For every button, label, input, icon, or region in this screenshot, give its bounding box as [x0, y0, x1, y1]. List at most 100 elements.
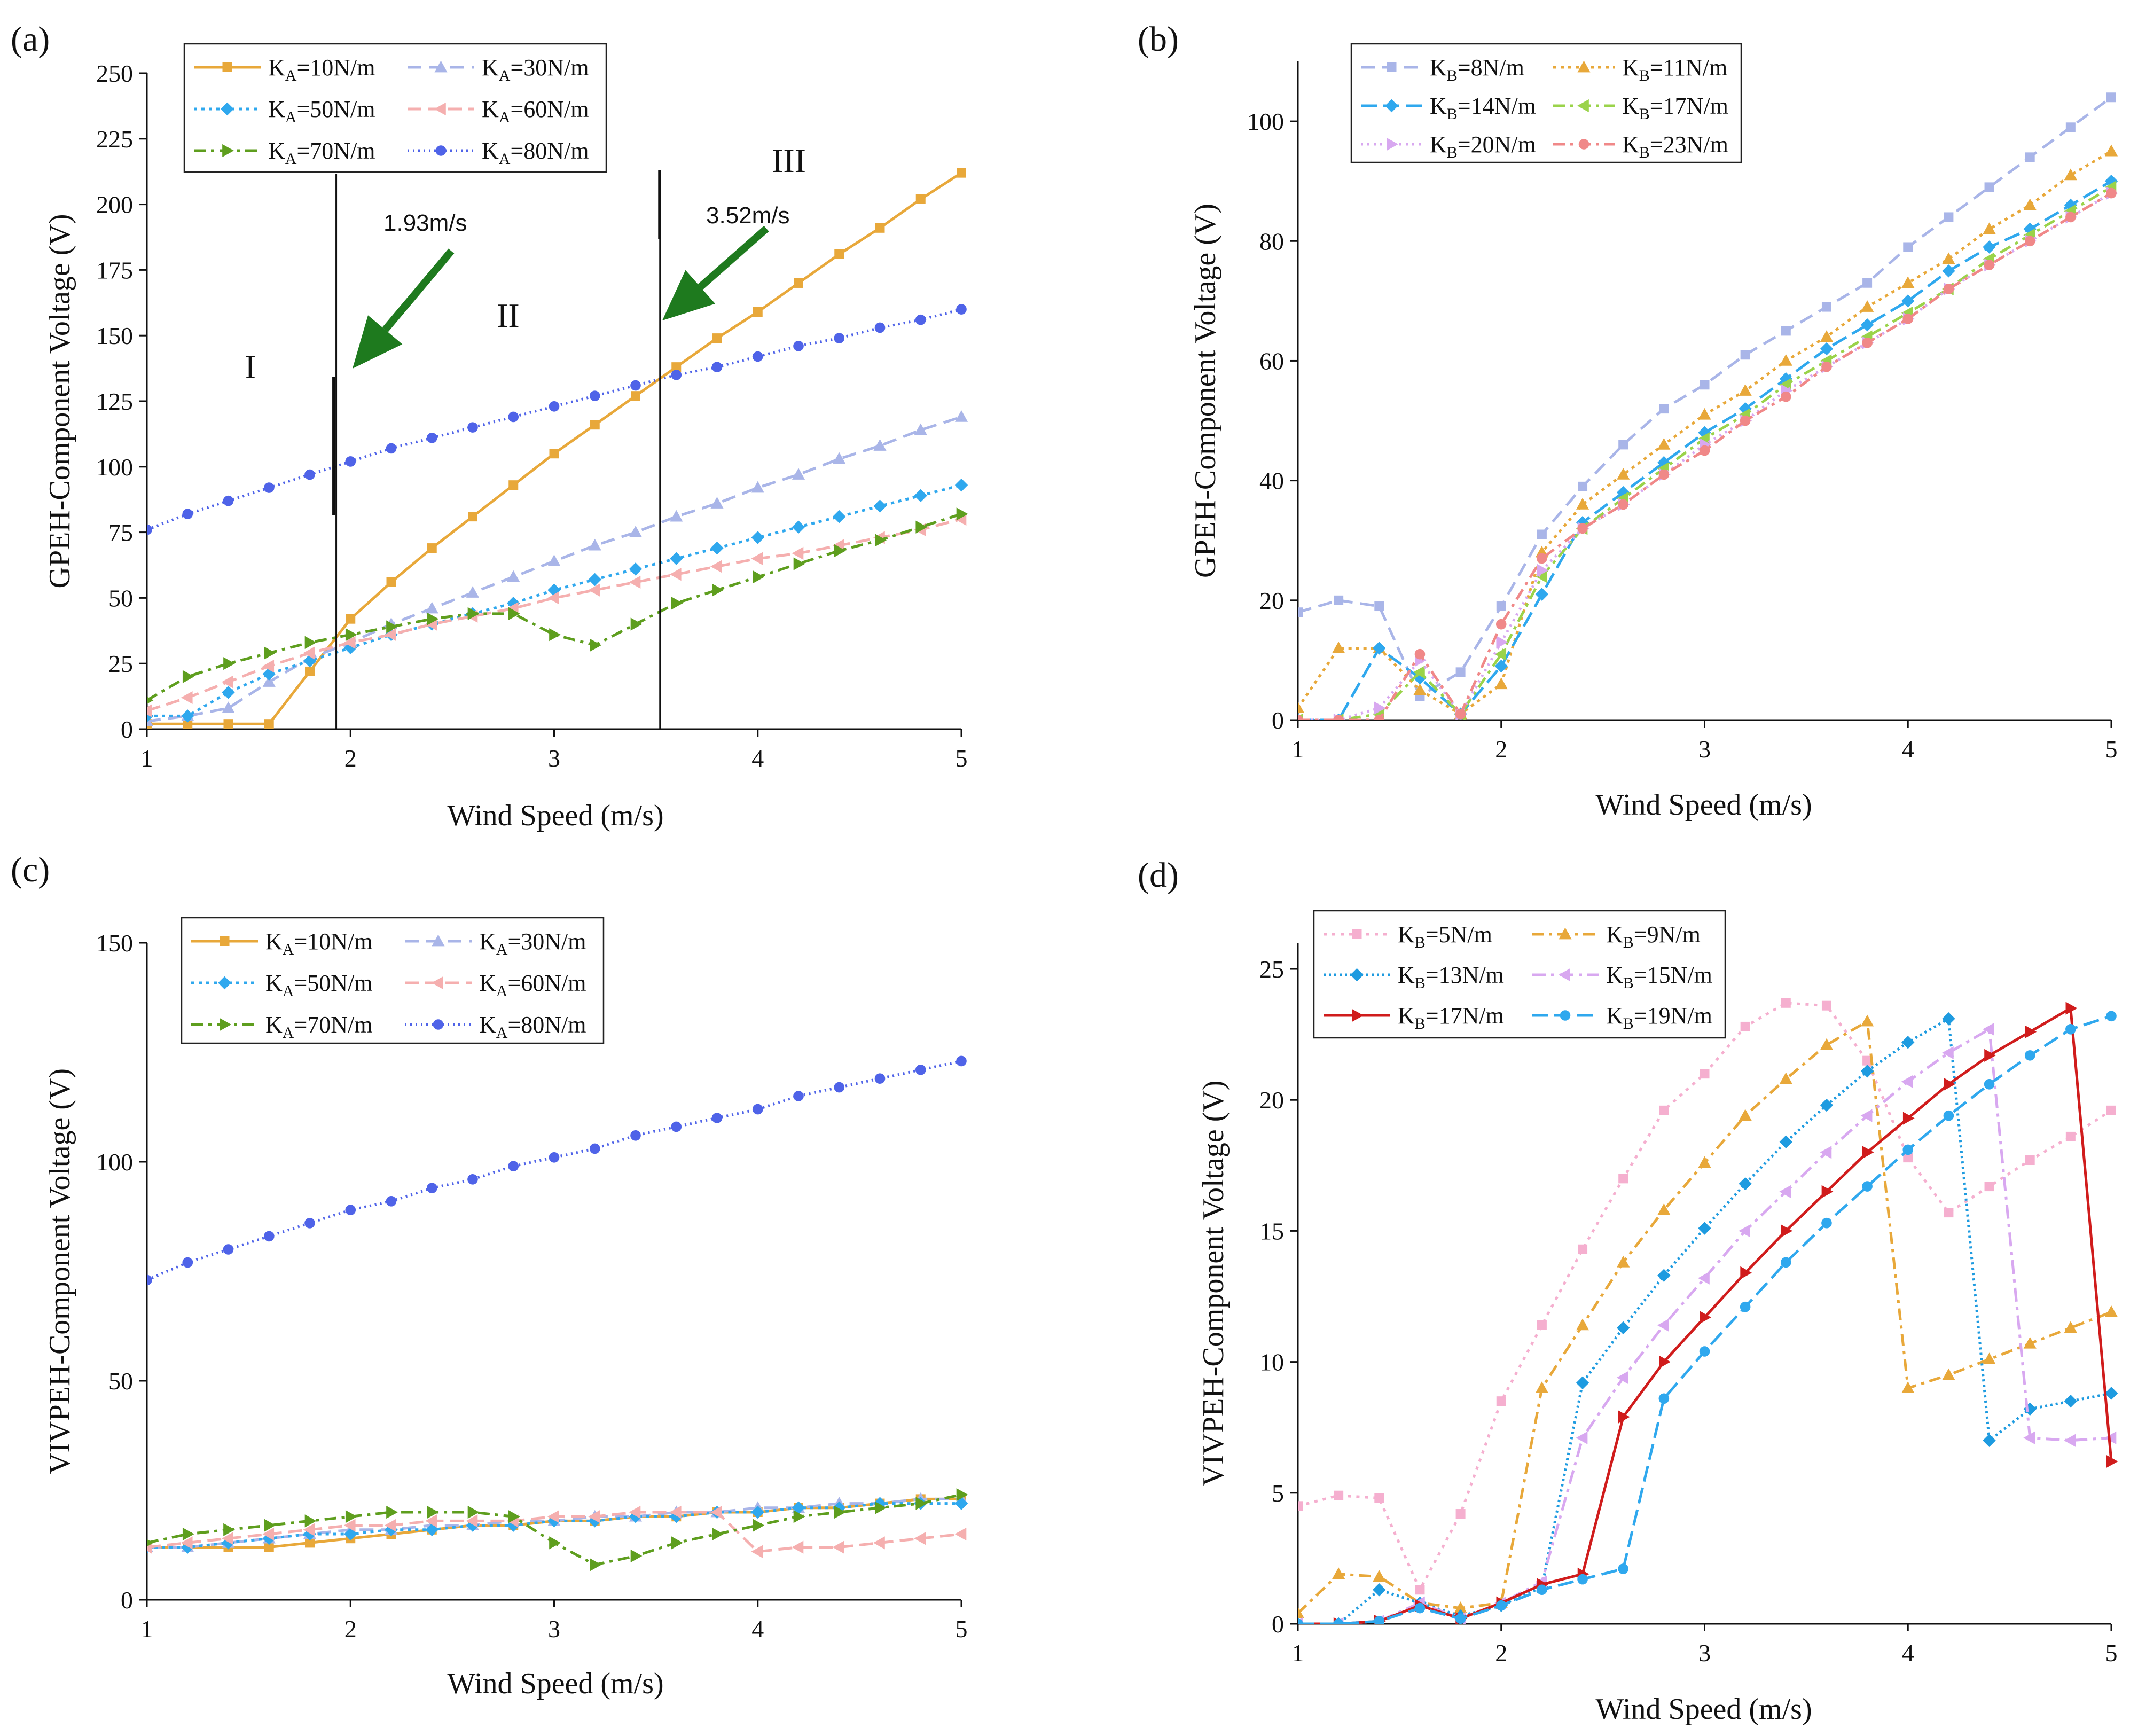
data-point: [1821, 302, 1831, 312]
legend-item: KB=17N/m: [1324, 1003, 1504, 1033]
x-tick-label: 1: [141, 1615, 153, 1643]
data-point: [1413, 666, 1425, 679]
data-point: [386, 620, 398, 634]
data-point: [670, 510, 683, 522]
data-point: [1659, 1355, 1671, 1369]
data-point: [1414, 1602, 1426, 1614]
legend-symbol: K: [479, 928, 496, 955]
legend-item: KB=8N/m: [1361, 54, 1524, 84]
y-tick-label: 50: [108, 1367, 133, 1395]
data-point: [712, 1527, 724, 1541]
legend-subscript: A: [496, 982, 508, 1000]
y-tick-label: 0: [1272, 707, 1284, 734]
x-tick-label: 2: [344, 745, 357, 772]
data-point: [2024, 1050, 2035, 1061]
data-point: [1298, 1618, 1303, 1624]
legend-symbol: K: [1622, 54, 1639, 81]
data-point: [1298, 1606, 1305, 1618]
legend-item: KB=20N/m: [1361, 131, 1536, 161]
data-point: [1740, 1021, 1750, 1031]
data-point: [264, 719, 274, 729]
data-point: [589, 390, 600, 401]
data-point: [1374, 1616, 1385, 1624]
panel-label: (c): [11, 850, 50, 889]
chart-a: (a)1 2 3 4 50255075100125150175200225250Wind…: [11, 20, 968, 832]
legend-swatch-marker: [1352, 929, 1362, 939]
data-point: [1740, 415, 1751, 426]
y-tick-label: 0: [121, 1586, 133, 1614]
data-point: [1984, 1182, 1994, 1192]
data-point: [1942, 252, 1955, 264]
data-point: [590, 420, 600, 430]
legend-item: KB=13N/m: [1324, 962, 1504, 992]
data-point: [466, 1514, 478, 1528]
legend-swatch-marker: [432, 934, 445, 947]
x-tick-label: 2: [344, 1615, 357, 1643]
series-0: [147, 168, 966, 729]
data-point: [181, 1536, 193, 1550]
data-point: [1374, 715, 1385, 720]
legend-item: KB=19N/m: [1532, 1003, 1712, 1033]
data-point: [629, 575, 641, 589]
data-point: [1984, 260, 1995, 270]
legend-label: KA=30N/m: [482, 54, 589, 84]
legend-swatch-marker: [434, 60, 448, 73]
data-point: [1496, 601, 1506, 612]
x-tick-label: 1: [1292, 736, 1304, 763]
series-5: [147, 304, 967, 535]
data-point: [875, 534, 887, 547]
data-point: [629, 1505, 641, 1519]
data-point: [1576, 1318, 1589, 1331]
x-tick-label: 5: [956, 1615, 968, 1643]
data-point: [1983, 240, 1996, 254]
data-point: [873, 499, 887, 513]
plot-area: [147, 1055, 968, 1571]
y-tick-label: 25: [1259, 956, 1284, 983]
data-point: [345, 628, 357, 642]
series-line: [147, 512, 962, 702]
legend-value: =30N/m: [510, 54, 589, 81]
data-point: [1944, 1077, 1955, 1091]
data-point: [181, 691, 193, 705]
y-tick-label: 50: [108, 584, 133, 612]
x-tick-label: 2: [1495, 736, 1507, 763]
panel-label: (b): [1138, 20, 1179, 59]
data-point: [1781, 1224, 1793, 1238]
legend-subscript: B: [1415, 1015, 1426, 1033]
legend-item: KA=60N/m: [405, 970, 586, 1000]
data-point: [385, 1519, 396, 1532]
data-point: [182, 1527, 194, 1541]
data-point: [263, 482, 275, 493]
data-point: [1657, 437, 1671, 450]
data-point: [1944, 1208, 1954, 1218]
y-tick-label: 150: [96, 322, 133, 349]
data-point: [304, 636, 317, 650]
legend-item: KB=17N/m: [1553, 93, 1728, 123]
legend-value: =13N/m: [1426, 962, 1504, 988]
data-point: [263, 1231, 275, 1242]
data-point: [751, 481, 764, 493]
data-point: [468, 512, 477, 522]
data-point: [629, 526, 643, 537]
data-point: [1943, 284, 1954, 294]
y-tick-label: 225: [96, 126, 133, 153]
y-tick-label: 20: [1259, 587, 1284, 614]
data-point: [264, 646, 276, 660]
data-point: [1942, 264, 1955, 278]
data-point: [1860, 1065, 1874, 1078]
legend-label: KA=50N/m: [265, 970, 373, 1000]
data-point: [303, 646, 315, 660]
legend-subscript: B: [1623, 974, 1634, 992]
data-point: [508, 480, 519, 490]
data-point: [1414, 648, 1426, 660]
legend: KA=10N/m KA=30N/mKA=50N/m KA=60N/mKA=70N/m…: [181, 917, 605, 1044]
data-point: [1901, 294, 1915, 308]
data-point: [1698, 408, 1711, 420]
legend-subscript: A: [283, 1024, 294, 1042]
legend-symbol: K: [1398, 962, 1415, 988]
data-point: [1333, 715, 1344, 720]
data-point: [1455, 708, 1466, 720]
data-point: [386, 443, 397, 454]
data-point: [874, 1073, 886, 1084]
legend-subscript: B: [1639, 67, 1650, 84]
